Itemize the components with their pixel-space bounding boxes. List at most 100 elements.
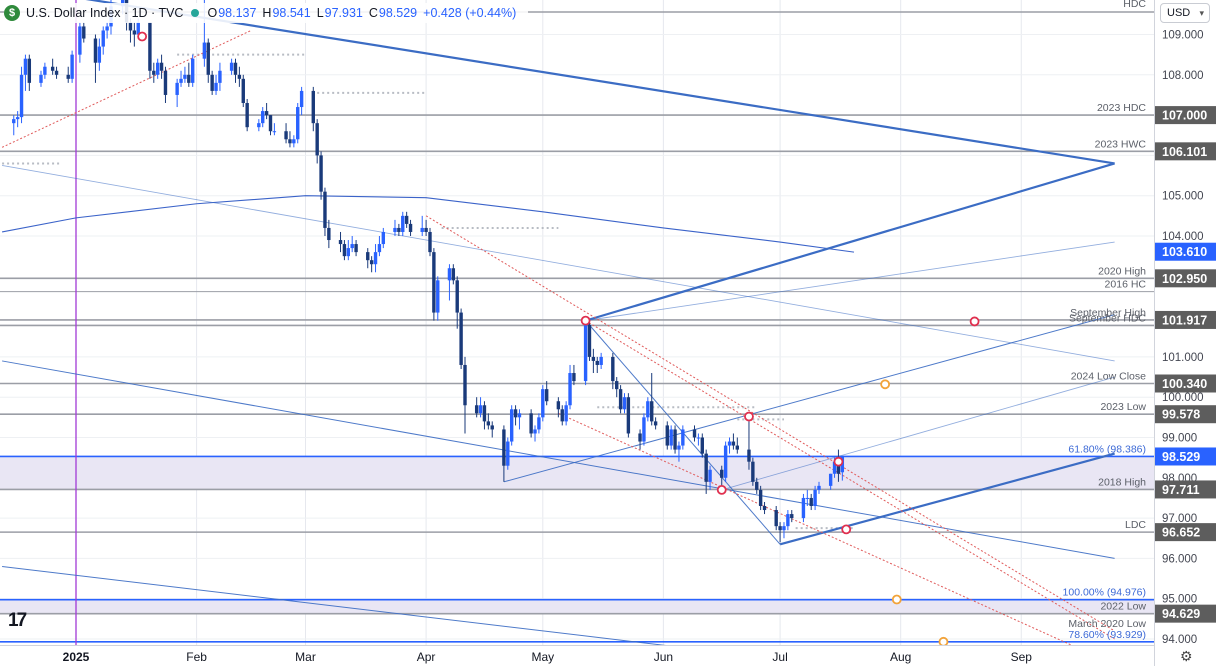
channel-line <box>585 320 1115 640</box>
candle-body <box>15 117 20 120</box>
candle-body <box>650 401 654 422</box>
y-tick-label: 101.000 <box>1162 352 1204 364</box>
candle-body <box>599 356 603 365</box>
price-label-bg <box>1155 269 1216 288</box>
candle-body <box>338 240 343 245</box>
candle-body <box>723 445 728 478</box>
candle-body <box>27 58 32 83</box>
candle-body <box>533 429 537 434</box>
candle-body <box>257 123 261 128</box>
candle-body <box>23 58 28 75</box>
price-label-bg <box>1155 604 1216 623</box>
candle-body <box>817 485 821 490</box>
price-label: 103.610 <box>1162 245 1207 259</box>
settings-gear-icon[interactable]: ⚙ <box>1180 648 1193 664</box>
level-label: March 2020 Low <box>1068 618 1146 630</box>
price-label: 99.578 <box>1162 408 1200 422</box>
symbol-title[interactable]: U.S. Dollar Index · 1D · TVC <box>26 6 184 20</box>
candle-body <box>436 280 440 313</box>
candle-body <box>350 244 354 249</box>
candle-body <box>474 405 479 414</box>
candle-body <box>786 514 790 527</box>
currency-label: USD <box>1167 7 1191 19</box>
candle-body <box>191 58 195 83</box>
candle-body <box>758 489 763 507</box>
candle-body <box>93 38 98 63</box>
candle-body <box>482 405 487 422</box>
x-tick-label: May <box>531 650 554 664</box>
candle-body <box>704 453 708 482</box>
candle-body <box>478 405 483 414</box>
level-label: 2024 Low Close <box>1071 370 1146 382</box>
candle-body <box>509 409 514 442</box>
market-status-icon <box>191 9 200 17</box>
chevron-down-icon: ▾ <box>1199 7 1204 18</box>
candle-body <box>451 268 456 281</box>
candle-body <box>327 227 331 241</box>
candle-body <box>696 437 701 439</box>
candle-body <box>556 401 561 410</box>
candle-body <box>618 389 623 410</box>
candle-body <box>424 227 428 232</box>
candle-body <box>152 70 156 75</box>
currency-dropdown[interactable]: USD ▾ <box>1160 3 1210 23</box>
pivot-marker <box>891 594 902 605</box>
pivot-marker <box>137 31 148 42</box>
candle-body <box>727 441 732 446</box>
candle-body <box>128 22 133 31</box>
candle-body <box>70 54 74 79</box>
candle-body <box>163 70 168 95</box>
candle-body <box>12 119 16 124</box>
candle-body <box>708 469 712 482</box>
candle-body <box>136 22 140 35</box>
candle-body <box>288 139 292 144</box>
candle-body <box>490 425 494 430</box>
open-label: O <box>207 6 218 20</box>
candle-body <box>397 227 401 232</box>
price-label-bg <box>1155 405 1216 424</box>
candle-body <box>459 312 463 365</box>
candle-body <box>762 506 767 511</box>
candle-body <box>404 215 409 224</box>
candle-body <box>187 74 191 83</box>
pivot-marker <box>580 315 591 326</box>
candle-body <box>50 66 55 71</box>
tradingview-logo-icon[interactable]: 17 <box>8 610 27 631</box>
plot-area <box>0 0 1154 645</box>
level-label: 2023 Low <box>1100 401 1146 413</box>
symbol-header: $ U.S. Dollar Index · 1D · TVC O 98.137 H… <box>4 3 529 23</box>
candle-body <box>179 78 183 83</box>
level-label: 2022 Low <box>1100 601 1146 613</box>
candle-body <box>681 429 685 446</box>
candle-body <box>261 111 265 124</box>
candle-body <box>622 397 627 410</box>
price-label: 107.000 <box>1162 109 1207 123</box>
candle-body <box>210 74 214 91</box>
candle-body <box>560 409 564 422</box>
candle-body <box>175 82 179 95</box>
dollar-logo-icon: $ <box>4 5 20 21</box>
candle-body <box>105 26 109 31</box>
candle-body <box>381 231 386 245</box>
candle-body <box>366 252 370 261</box>
trendline <box>503 314 1115 483</box>
trendline <box>585 241 1115 322</box>
candle-body <box>692 429 697 438</box>
candle-body <box>19 74 24 118</box>
candle-body <box>747 449 751 462</box>
candle-body <box>241 78 245 104</box>
pivot-marker <box>744 411 754 422</box>
candle-body <box>377 244 382 253</box>
candle-body <box>101 30 105 47</box>
candle-body <box>615 381 619 390</box>
price-label-bg <box>1155 480 1216 499</box>
price-label-bg <box>1155 523 1216 542</box>
price-label-bg <box>1155 310 1216 329</box>
candle-body <box>828 473 833 486</box>
candle-body <box>183 74 187 79</box>
candle-body <box>809 497 813 507</box>
x-tick-label: Aug <box>890 650 911 664</box>
level-label: 61.80% (98.386) <box>1068 443 1146 455</box>
open-value: 98.137 <box>218 6 257 20</box>
